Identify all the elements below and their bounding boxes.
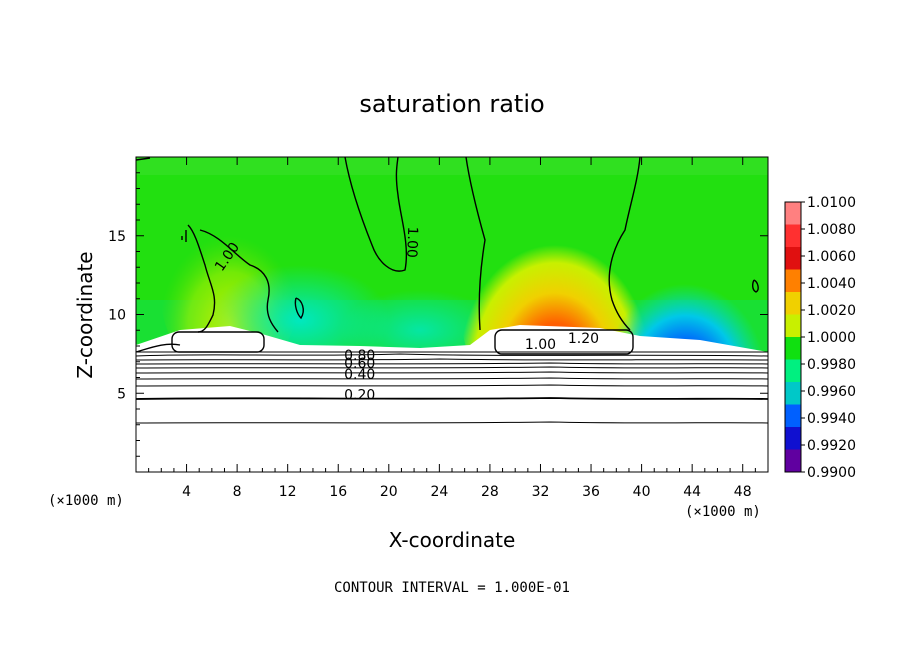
- y-axis-label: Z-coordinate: [73, 251, 97, 378]
- y-tick-label: 15: [108, 229, 126, 245]
- colorbar-swatch: [785, 292, 801, 315]
- colorbar-swatch: [785, 314, 801, 338]
- colorbar-label: 0.9960: [807, 384, 856, 400]
- colorbar: 1.0100 1.0080 1.0060 1.0040 1.0020 1.0000 0.99…: [784, 195, 856, 481]
- x-tick-label: 36: [582, 484, 600, 500]
- x-tick-label: 8: [233, 484, 242, 500]
- colorbar-swatch: [785, 202, 801, 225]
- contour-label: 1.20: [568, 331, 599, 347]
- x-axis-label: X-coordinate: [389, 528, 516, 552]
- colorbar-label: 0.9920: [807, 438, 856, 454]
- y-axis-ticks: 5 10 15: [108, 172, 768, 457]
- colorbar-label: 1.0080: [807, 222, 856, 238]
- y-tick-label: 5: [117, 386, 126, 402]
- contour-label: 0.80: [344, 348, 375, 364]
- colorbar-swatch: [785, 449, 801, 473]
- colorbar-swatch: [785, 337, 801, 360]
- colorbar-label: 0.9980: [807, 357, 856, 373]
- colorbar-swatch: [785, 269, 801, 293]
- colorbar-label: 1.0020: [807, 303, 856, 319]
- colorbar-label: 1.0000: [807, 330, 856, 346]
- x-axis-ticks: 4 8 12 16 20 24 28 32 36 40 44 48: [148, 157, 756, 500]
- colorbar-label: 1.0060: [807, 249, 856, 265]
- colorbar-swatch: [785, 404, 801, 428]
- x-tick-label: 32: [532, 484, 550, 500]
- colorbar-label: 0.9900: [807, 465, 856, 481]
- colorbar-swatch: [785, 359, 801, 383]
- saturation-field: [136, 157, 768, 472]
- x-tick-label: 24: [430, 484, 448, 500]
- contour-label: 1.00: [403, 226, 420, 258]
- x-tick-label: 44: [683, 484, 701, 500]
- colorbar-swatch: [785, 382, 801, 405]
- contour-lines: [136, 157, 759, 355]
- x-tick-label: 16: [329, 484, 347, 500]
- x-unit-left: (×1000 m): [48, 493, 124, 509]
- contour-label: 0.40: [344, 367, 375, 383]
- colorbar-label: 1.0100: [807, 195, 856, 211]
- contour-label: 1.00: [525, 337, 556, 353]
- x-tick-label: 48: [734, 484, 752, 500]
- x-tick-label: 40: [633, 484, 651, 500]
- x-tick-label: 4: [182, 484, 191, 500]
- colorbar-swatch: [785, 427, 801, 450]
- x-tick-label: 20: [380, 484, 398, 500]
- colorbar-label: 0.9940: [807, 411, 856, 427]
- colorbar-label: 1.0040: [807, 276, 856, 292]
- y-tick-label: 10: [108, 308, 126, 324]
- colorbar-swatch: [785, 224, 801, 248]
- contour-interval-note: CONTOUR INTERVAL = 1.000E-01: [334, 580, 570, 596]
- layer-contours: [136, 351, 768, 424]
- x-tick-label: 12: [279, 484, 297, 500]
- chart-title: saturation ratio: [359, 90, 544, 118]
- contour-label: 0.60: [344, 356, 375, 372]
- x-tick-label: 28: [481, 484, 499, 500]
- colorbar-swatch: [785, 247, 801, 270]
- contour-label: 0.20: [344, 388, 375, 404]
- x-unit-right: (×1000 m): [685, 504, 761, 520]
